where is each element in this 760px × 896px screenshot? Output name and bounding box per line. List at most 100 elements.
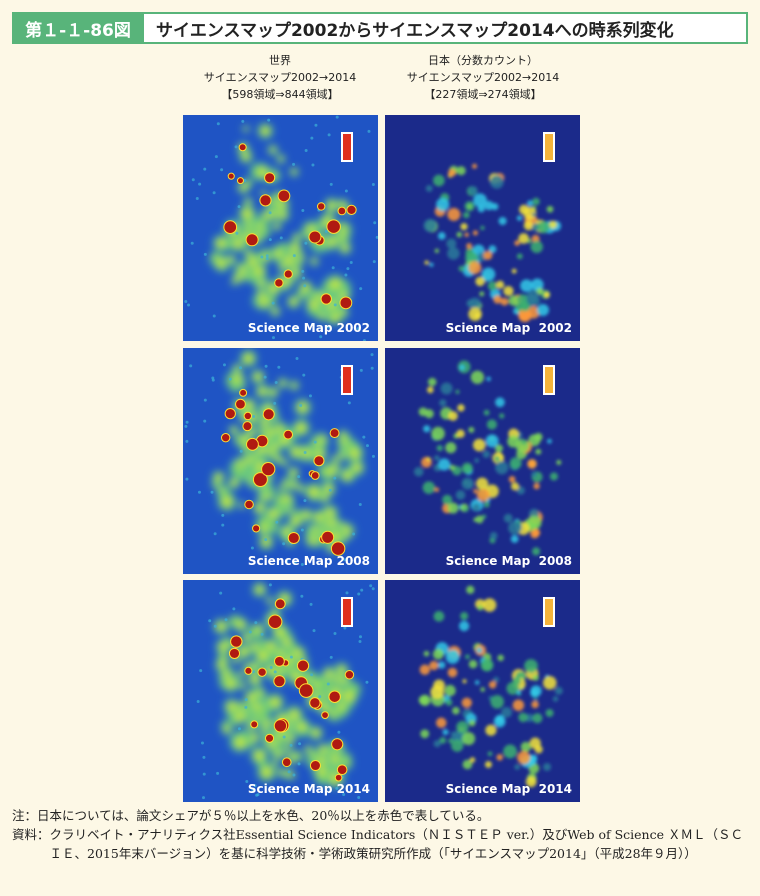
japan-dot: [527, 459, 537, 469]
japan-dot: [465, 654, 470, 660]
figure-number: 第１-１-86図: [12, 12, 144, 44]
color-legend: [543, 597, 555, 627]
column-heading: 世界 サイエンスマップ2002→2014 【598領域⇒844領域】: [170, 52, 390, 103]
density-blob: [342, 758, 351, 767]
japan-dot: [532, 713, 543, 724]
japan-dot: [468, 659, 478, 669]
scatter-dot: [352, 532, 356, 536]
hot-spot: [273, 655, 285, 667]
japan-dot: [442, 729, 449, 736]
japan-dot: [434, 248, 440, 254]
scatter-dot: [185, 477, 189, 481]
japan-dot: [475, 477, 489, 490]
japan-dot: [447, 502, 459, 514]
hot-spot: [309, 697, 321, 709]
density-blob: [308, 255, 321, 268]
scatter-dot: [279, 236, 283, 240]
japan-dot: [525, 776, 537, 788]
panel-label: Science Map 2002: [446, 321, 572, 335]
japan-dot: [474, 680, 480, 685]
japan-dot: [486, 376, 491, 382]
scatter-dot: [308, 787, 312, 791]
scatter-dot: [304, 241, 308, 245]
japan-dot: [469, 757, 476, 763]
scatter-dot: [362, 339, 366, 341]
japan-dot: [447, 667, 458, 678]
japan-dot: [419, 664, 431, 675]
japan-dot: [463, 211, 470, 219]
hot-spot: [243, 411, 253, 421]
japan-dot: [496, 280, 505, 289]
japan-dot: [511, 482, 520, 491]
hot-spot: [310, 471, 320, 480]
scatter-dot: [358, 639, 362, 643]
density-blob: [306, 723, 325, 742]
hot-spot: [346, 204, 357, 216]
japan-dot: [433, 740, 441, 748]
scatter-dot: [212, 191, 216, 195]
japan-dot: [468, 186, 478, 196]
density-blob: [226, 475, 242, 491]
japan-dot: [472, 503, 481, 512]
japan-dot: [516, 215, 523, 221]
scatter-dot: [358, 635, 362, 639]
hot-spot: [257, 667, 267, 677]
japan-dot: [483, 409, 490, 416]
density-blob: [242, 247, 255, 260]
scatter-dot: [268, 238, 272, 242]
hot-spot: [336, 764, 348, 776]
hot-spot: [261, 462, 276, 477]
scatter-dot: [216, 771, 220, 775]
density-blob: [286, 506, 295, 515]
hot-spot: [283, 429, 294, 440]
japan-dot: [456, 429, 465, 439]
japan-dot: [431, 426, 445, 441]
scatter-dot: [292, 254, 296, 258]
scatter-dot: [362, 435, 366, 439]
scatter-dot: [212, 314, 216, 318]
scatter-dot: [371, 587, 375, 591]
density-blob: [254, 221, 267, 234]
japan-dot: [531, 212, 537, 217]
scatter-dot: [219, 591, 223, 595]
hot-spot: [236, 177, 244, 185]
japan-dot: [483, 501, 490, 508]
hot-spot: [309, 760, 321, 772]
scatter-dot: [221, 523, 225, 527]
japan-dot: [483, 250, 493, 260]
note-text: クラリベイト・アナリティクス社Essential Science Indicat…: [49, 827, 743, 861]
japan-dot: [482, 598, 497, 612]
japan-dot: [488, 680, 497, 689]
japan-dot: [549, 472, 559, 481]
scatter-dot: [292, 773, 296, 777]
scatter-dot: [326, 325, 330, 329]
japan-dot: [542, 675, 557, 690]
japan-dot: [508, 476, 516, 483]
japan-dot: [461, 697, 472, 708]
scatter-dot: [234, 145, 238, 149]
japan-dot: [423, 218, 437, 233]
scatter-dot: [329, 182, 333, 186]
density-blob: [256, 532, 276, 552]
scatter-dot: [267, 118, 271, 122]
hot-spot: [220, 432, 231, 443]
japan-dot: [487, 281, 498, 291]
density-blob: [337, 465, 357, 486]
density-blob: [235, 202, 259, 225]
japan-dot: [448, 168, 456, 177]
japan-dot: [532, 197, 540, 206]
japan-dot: [530, 240, 543, 254]
scatter-dot: [333, 303, 337, 307]
map-content: [413, 360, 562, 556]
japan-dot: [460, 223, 468, 231]
map-panel: Science Map 2008: [385, 348, 580, 574]
scatter-dot: [294, 328, 298, 332]
scatter-dot: [273, 670, 277, 674]
japan-dot: [423, 425, 431, 433]
japan-dot: [526, 238, 532, 244]
scatter-dot: [319, 335, 323, 339]
density-blob: [227, 423, 241, 437]
japan-dot: [450, 731, 456, 737]
scatter-dot: [342, 793, 346, 797]
figure-header: 第１-１-86図 サイエンスマップ2002からサイエンスマップ2014への時系列…: [12, 12, 748, 44]
